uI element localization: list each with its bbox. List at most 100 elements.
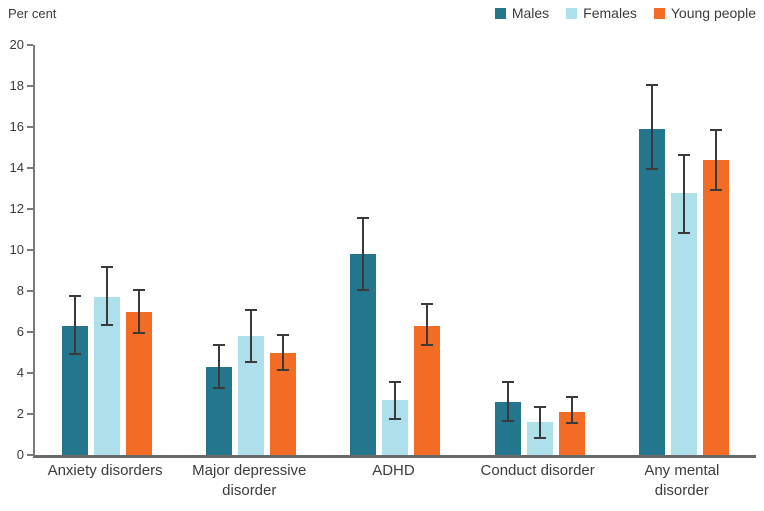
bar-cell <box>670 45 697 455</box>
category-label: ADHD <box>321 461 465 502</box>
legend-label: Males <box>511 5 550 21</box>
legend-swatch-icon <box>494 7 506 19</box>
bar-group <box>494 45 585 455</box>
bar-cell <box>350 45 377 455</box>
bar-cell <box>638 45 665 455</box>
bar-cell <box>206 45 233 455</box>
category-label-text: Major depressive disorder <box>192 462 307 500</box>
y-axis-tick <box>27 167 33 169</box>
error-bar <box>645 83 658 171</box>
y-axis-tick-label: 4 <box>16 365 24 380</box>
error-bar-cap-bottom <box>533 436 546 439</box>
error-bar <box>277 334 290 371</box>
legend: Males Females Young people <box>494 5 756 21</box>
bar-cell <box>238 45 265 455</box>
error-bar-stem <box>250 309 253 363</box>
category-label: Any mental disorder <box>610 461 754 502</box>
y-axis-tick-label: 18 <box>9 78 24 93</box>
error-bar <box>213 344 226 390</box>
error-bar-stem <box>394 381 397 421</box>
y-axis-tick <box>27 126 33 128</box>
error-bar-stem <box>682 153 685 234</box>
y-axis-tick-label: 8 <box>16 283 24 298</box>
category-label-text: Conduct disorder <box>480 462 595 479</box>
y-axis-tick-label: 10 <box>9 242 24 257</box>
category-label-text: ADHD <box>372 462 415 479</box>
error-bar-stem <box>282 334 285 371</box>
error-bar-stem <box>362 217 365 291</box>
y-axis-tick-label: 14 <box>9 160 24 175</box>
legend-label: Females <box>583 5 637 21</box>
y-axis-tick-label: 0 <box>16 447 24 462</box>
y-axis-tick-label: 16 <box>9 119 24 134</box>
bar-young-people <box>414 325 441 455</box>
y-axis-tick <box>27 44 33 46</box>
y-axis-tick <box>27 249 33 251</box>
category-label: Conduct disorder <box>466 461 610 502</box>
y-axis-tick <box>27 331 33 333</box>
error-bar-stem <box>650 83 653 171</box>
legend-swatch-icon <box>566 7 578 19</box>
error-bar-cap-bottom <box>421 344 434 347</box>
error-bar <box>101 266 114 326</box>
y-axis-tick-label: 12 <box>9 201 24 216</box>
bar-cell <box>270 45 297 455</box>
error-bar <box>533 405 546 439</box>
error-bar-stem <box>714 129 717 191</box>
legend-swatch-icon <box>653 7 665 19</box>
bar-cell <box>382 45 409 455</box>
bar-cell <box>126 45 153 455</box>
plot-area: 0 2 4 6 8 10 12 14 16 18 20 <box>10 37 756 462</box>
error-bar-stem <box>506 381 509 423</box>
error-bar-cap-bottom <box>213 387 226 390</box>
error-bar <box>677 153 690 234</box>
error-bar <box>421 303 434 347</box>
bar-cell <box>558 45 585 455</box>
y-axis-tick <box>27 372 33 374</box>
bar-cell <box>62 45 89 455</box>
category-axis-labels: Anxiety disorders Major depressive disord… <box>33 461 754 502</box>
error-bar-cap-bottom <box>245 360 258 363</box>
error-bar <box>133 288 146 335</box>
y-axis-tick-label: 20 <box>9 37 24 52</box>
bar-group <box>350 45 441 455</box>
error-bar-stem <box>218 344 221 390</box>
bar-group <box>62 45 153 455</box>
error-bar-cap-bottom <box>357 289 370 291</box>
error-bar <box>357 217 370 291</box>
error-bar <box>709 129 722 191</box>
legend-item-females: Females <box>566 5 637 21</box>
error-bar <box>501 381 514 423</box>
y-axis-tick-label: 2 <box>16 406 24 421</box>
legend-label: Young people <box>670 5 756 21</box>
error-bar <box>69 295 82 355</box>
bar-males <box>638 129 665 455</box>
bar-groups <box>35 45 756 455</box>
y-axis-tick <box>27 290 33 292</box>
error-bar-stem <box>74 295 77 355</box>
error-bar-cap-bottom <box>277 368 290 371</box>
bar-cell <box>494 45 521 455</box>
error-bar <box>565 395 578 425</box>
y-axis-tick-label: 6 <box>16 324 24 339</box>
error-bar-cap-bottom <box>389 418 402 421</box>
bar-young-people <box>702 159 729 455</box>
error-bar-cap-bottom <box>101 323 114 326</box>
bar-young-people <box>126 311 153 455</box>
error-bar-stem <box>138 288 141 335</box>
category-label-text: Any mental disorder <box>644 462 720 500</box>
bar-cell <box>94 45 121 455</box>
category-label-text: Anxiety disorders <box>47 462 163 479</box>
error-bar-stem <box>106 266 109 326</box>
bar-cell <box>702 45 729 455</box>
category-label: Major depressive disorder <box>177 461 321 502</box>
error-bar-stem <box>538 405 541 439</box>
bar-females <box>670 192 697 455</box>
error-bar-cap-bottom <box>677 231 690 234</box>
error-bar-cap-bottom <box>69 352 82 355</box>
legend-item-young-people: Young people <box>653 5 756 21</box>
legend-item-males: Males <box>494 5 550 21</box>
y-axis-tick <box>27 85 33 87</box>
y-axis-unit-label: Per cent <box>8 6 57 21</box>
